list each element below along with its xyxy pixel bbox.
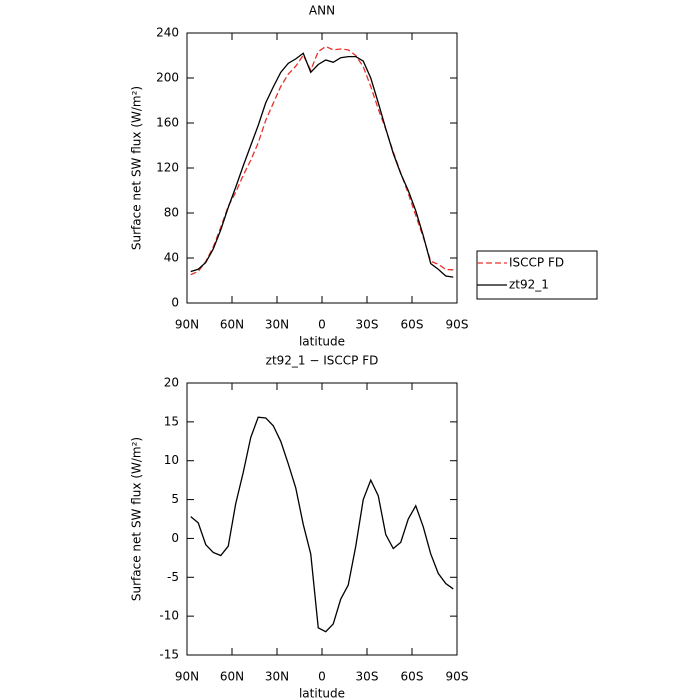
- x-tick-label: 60S: [401, 670, 424, 684]
- plot-frame: [186, 32, 458, 304]
- y-tick-label: 80: [164, 206, 179, 220]
- y-tick-label: 120: [156, 161, 179, 175]
- x-tick-label: 0: [318, 670, 326, 684]
- x-tick-label: 60S: [401, 318, 424, 332]
- x-tick-label: 90N: [175, 670, 199, 684]
- y-tick-label: -5: [167, 570, 179, 584]
- x-tick-label: 90N: [175, 318, 199, 332]
- y-tick-label: -10: [159, 609, 179, 623]
- data-line: [190, 45, 454, 276]
- legend-label: zt92_1: [509, 278, 549, 292]
- y-tick-label: 40: [164, 251, 179, 265]
- y-tick-label: 160: [156, 116, 179, 130]
- x-tick-label: 60N: [220, 670, 244, 684]
- y-tick-label: 0: [171, 531, 179, 545]
- x-tick-label: 90S: [446, 318, 469, 332]
- y-tick-label: 0: [171, 296, 179, 310]
- y-tick-label: 15: [164, 414, 179, 428]
- x-tick-label: 90S: [446, 670, 469, 684]
- y-axis-label: Surface net SW flux (W/m²): [130, 437, 144, 601]
- data-line: [190, 416, 454, 633]
- y-tick-label: 5: [171, 492, 179, 506]
- data-line: [190, 52, 454, 278]
- plot-frame: [186, 382, 458, 656]
- y-tick-label: 200: [156, 71, 179, 85]
- x-tick-label: 0: [318, 318, 326, 332]
- chart-title: ANN: [309, 4, 335, 18]
- x-tick-label: 30S: [356, 670, 379, 684]
- legend-box: [476, 250, 598, 300]
- x-tick-label: 30N: [265, 318, 289, 332]
- y-tick-label: 240: [156, 26, 179, 40]
- x-tick-label: 60N: [220, 318, 244, 332]
- x-tick-label: 30S: [356, 318, 379, 332]
- legend-label: ISCCP FD: [509, 256, 564, 270]
- x-axis-label: latitude: [299, 687, 345, 700]
- y-tick-label: 20: [164, 376, 179, 390]
- y-tick-label: -15: [159, 648, 179, 662]
- x-axis-label: latitude: [299, 335, 345, 349]
- chart-title: zt92_1 − ISCCP FD: [266, 354, 379, 368]
- y-tick-label: 10: [164, 453, 179, 467]
- y-axis-label: Surface net SW flux (W/m²): [130, 86, 144, 250]
- x-tick-label: 30N: [265, 670, 289, 684]
